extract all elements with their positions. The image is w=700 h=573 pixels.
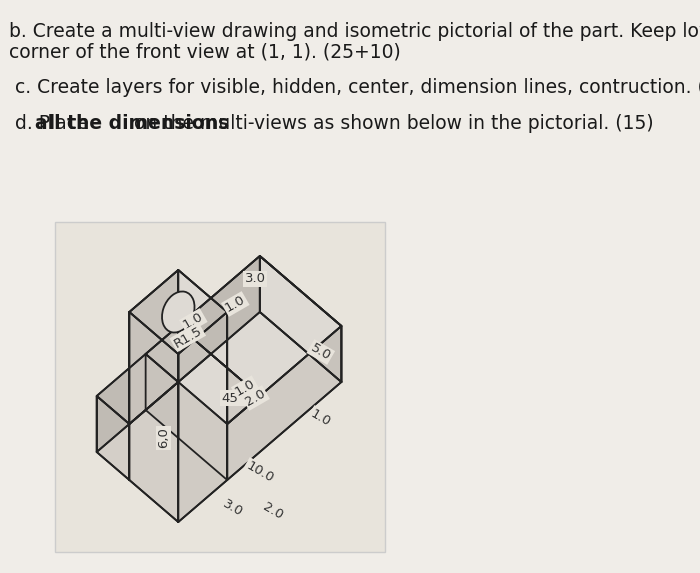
Polygon shape (260, 256, 342, 382)
Text: 3.0: 3.0 (220, 497, 245, 519)
Polygon shape (97, 354, 178, 424)
Polygon shape (130, 312, 178, 522)
Polygon shape (97, 256, 260, 452)
Polygon shape (97, 396, 130, 480)
Text: on the multi-views as shown below in the pictorial. (15): on the multi-views as shown below in the… (128, 114, 653, 133)
Polygon shape (178, 326, 260, 396)
Polygon shape (130, 270, 178, 424)
Text: all the dimensions: all the dimensions (35, 114, 229, 133)
Polygon shape (146, 354, 178, 438)
Polygon shape (130, 270, 228, 354)
Polygon shape (178, 270, 228, 480)
Text: 1.0: 1.0 (233, 378, 258, 399)
Ellipse shape (162, 292, 195, 332)
Polygon shape (178, 326, 211, 382)
Text: 10.0: 10.0 (244, 459, 276, 485)
Polygon shape (146, 256, 342, 424)
Text: b. Create a multi-view drawing and isometric pictorial of the part. Keep lower l: b. Create a multi-view drawing and isome… (9, 22, 700, 41)
Text: 2.0: 2.0 (244, 387, 268, 409)
Polygon shape (228, 368, 260, 424)
Text: corner of the front view at (1, 1). (25+10): corner of the front view at (1, 1). (25+… (9, 42, 401, 61)
Polygon shape (178, 312, 228, 522)
Polygon shape (260, 256, 342, 382)
Text: 3.0: 3.0 (244, 273, 265, 285)
Text: d. Place: d. Place (9, 114, 95, 133)
FancyBboxPatch shape (55, 222, 385, 552)
Text: 1.0: 1.0 (181, 310, 206, 332)
Text: 5.0: 5.0 (309, 341, 333, 363)
Text: 1.0: 1.0 (309, 407, 333, 429)
Text: 45°: 45° (222, 392, 245, 405)
Polygon shape (228, 326, 342, 480)
Text: 2.0: 2.0 (260, 500, 285, 522)
Text: 1.0: 1.0 (223, 293, 248, 315)
Text: R1.5: R1.5 (172, 324, 204, 350)
Text: c. Create layers for visible, hidden, center, dimension lines, contruction. (5): c. Create layers for visible, hidden, ce… (9, 78, 700, 97)
Text: 6,0: 6,0 (157, 427, 170, 449)
